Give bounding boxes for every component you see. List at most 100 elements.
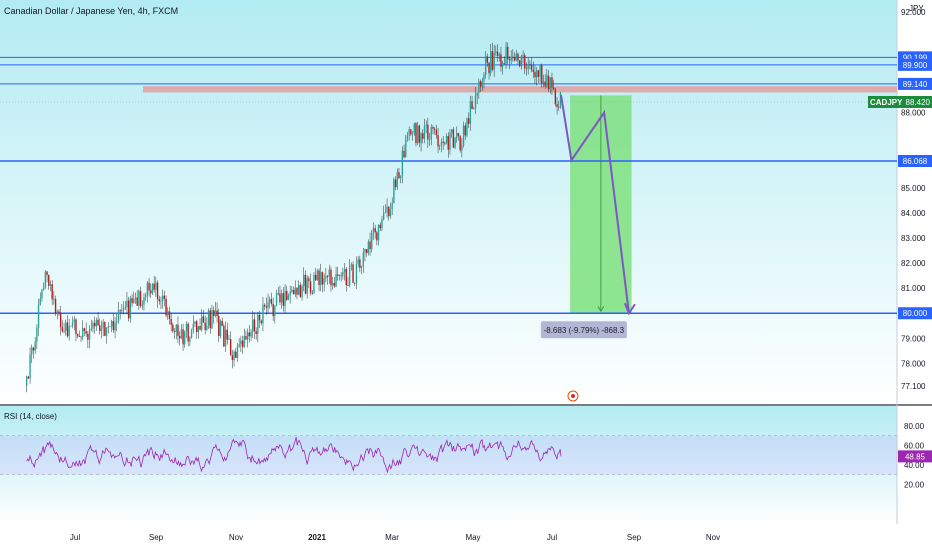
event-flag-dot: [571, 394, 575, 398]
candle-body: [473, 108, 475, 110]
candle-body: [416, 125, 419, 144]
candle-body: [544, 81, 546, 87]
time-axis-background: [0, 524, 932, 550]
candle-body: [172, 324, 174, 332]
candle-body: [501, 62, 504, 67]
time-tick: 2021: [308, 533, 326, 542]
candle-body: [83, 328, 86, 332]
candle-body: [377, 224, 380, 241]
candle-body: [476, 92, 478, 96]
candle-body: [510, 57, 512, 61]
candle-body: [500, 54, 502, 67]
candle-body: [221, 320, 223, 326]
candle-body: [178, 335, 181, 339]
candle-body: [32, 347, 35, 351]
candle-body: [418, 125, 421, 143]
candle-body: [201, 316, 203, 330]
candle-body: [308, 278, 310, 282]
candle-body: [99, 325, 101, 331]
candle-body: [294, 287, 296, 295]
candle-body: [141, 304, 143, 306]
candle-body: [219, 320, 222, 337]
candle-body: [445, 136, 448, 143]
candle-body: [517, 53, 519, 61]
rsi-tick: 20.00: [904, 481, 925, 490]
candle-body: [269, 299, 271, 303]
time-tick: Jul: [70, 533, 80, 542]
candle-body: [389, 209, 392, 217]
main-pane-background: [0, 0, 897, 404]
candle-body: [362, 252, 364, 267]
candle-body: [75, 319, 77, 334]
candle-body: [461, 145, 463, 151]
candle-body: [189, 337, 191, 342]
candle-body: [382, 212, 385, 220]
candle-body: [337, 274, 339, 276]
candle-body: [328, 269, 330, 277]
time-tick: Sep: [627, 533, 642, 542]
candle-body: [246, 332, 249, 340]
rsi-tick: 40.00: [904, 461, 925, 470]
candle-body: [107, 326, 109, 328]
candle-body: [199, 326, 201, 330]
candle-body: [546, 75, 548, 87]
candle-body: [258, 314, 261, 321]
candle-body: [411, 133, 414, 135]
candle-body: [505, 46, 507, 64]
candle-body: [66, 322, 69, 337]
candle-body: [301, 286, 303, 297]
candle-body: [25, 376, 28, 387]
candle-body: [170, 319, 172, 325]
candle-body: [551, 77, 553, 88]
candle-body: [29, 354, 31, 379]
candle-body: [173, 331, 176, 332]
candle-body: [93, 322, 96, 327]
candle-body: [54, 298, 57, 314]
candle-body: [184, 331, 186, 345]
candle-body: [535, 70, 538, 78]
price-label: 86.068: [903, 157, 928, 166]
candle-body: [508, 59, 511, 61]
candle-body: [167, 311, 169, 316]
rsi-indicator-label[interactable]: RSI (14, close): [4, 412, 57, 421]
measure-label: -8.683 (-9.79%) -868.3: [544, 326, 625, 335]
candle-body: [146, 282, 149, 295]
measure-arrow-head: [597, 305, 605, 313]
candle-body: [350, 264, 353, 267]
chart-title: Canadian Dollar / Japanese Yen, 4h, FXCM: [4, 6, 179, 16]
candle-body: [357, 259, 359, 264]
price-tick: 88.000: [901, 109, 926, 118]
candle-body: [34, 341, 36, 351]
candle-body: [547, 75, 550, 90]
candle-body: [102, 322, 104, 329]
candle-body: [158, 299, 160, 302]
candle-body: [520, 56, 523, 67]
candle-body: [211, 310, 213, 329]
candle-body: [529, 63, 531, 65]
candle-body: [90, 328, 92, 330]
candle-body: [539, 64, 541, 77]
price-tick: 81.000: [901, 284, 926, 293]
candle-body: [331, 282, 334, 286]
candle-body: [335, 274, 337, 287]
rsi-value-background: [898, 450, 932, 463]
candle-body: [282, 293, 285, 306]
candle-body: [61, 327, 64, 332]
candle-body: [403, 150, 405, 158]
candle-body: [262, 304, 264, 324]
rsi-value: 48.85: [905, 452, 926, 461]
candle-body: [37, 304, 40, 328]
candle-body: [495, 51, 497, 54]
candle-body: [78, 336, 81, 337]
candle-body: [257, 314, 259, 334]
candle-body: [430, 127, 432, 140]
candle-body: [333, 282, 336, 287]
candle-body: [348, 266, 351, 286]
candle-body: [274, 305, 276, 317]
candle-body: [104, 322, 106, 336]
candle-body: [396, 172, 398, 188]
candle-body: [326, 275, 329, 277]
candle-body: [386, 206, 388, 213]
